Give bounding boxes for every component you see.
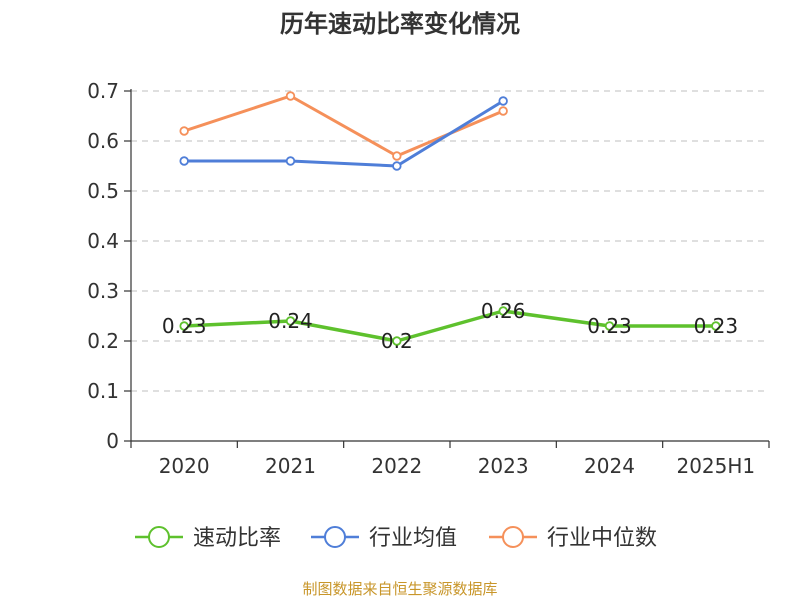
legend-label: 行业均值 bbox=[369, 526, 457, 551]
data-point[interactable] bbox=[392, 336, 402, 346]
x-tick-label: 2025H1 bbox=[676, 454, 755, 478]
data-label: 0.23 bbox=[694, 314, 739, 338]
y-tick-label: 0.6 bbox=[87, 129, 119, 153]
data-label: 0.23 bbox=[162, 314, 207, 338]
x-tick-label: 2023 bbox=[478, 454, 529, 478]
data-label: 0.2 bbox=[381, 329, 413, 353]
data-label: 0.23 bbox=[587, 314, 632, 338]
legend-item-1[interactable]: 行业均值 bbox=[311, 526, 457, 551]
x-tick-label: 2020 bbox=[159, 454, 210, 478]
x-tick-label: 2021 bbox=[265, 454, 316, 478]
x-tick-label: 2022 bbox=[371, 454, 422, 478]
data-label: 0.26 bbox=[481, 299, 526, 323]
data-point[interactable] bbox=[392, 151, 402, 161]
data-point[interactable] bbox=[498, 306, 508, 316]
data-point[interactable] bbox=[285, 156, 296, 166]
series-line-0 bbox=[184, 309, 716, 343]
y-tick-label: 0.2 bbox=[87, 329, 119, 353]
data-point[interactable] bbox=[392, 161, 402, 171]
data-point[interactable] bbox=[711, 321, 721, 331]
legend-label: 速动比率 bbox=[193, 526, 281, 551]
y-tick-label: 0.3 bbox=[87, 279, 119, 303]
source-note: 制图数据来自恒生聚源数据库 bbox=[302, 580, 497, 598]
data-point[interactable] bbox=[285, 91, 296, 101]
legend-marker-icon bbox=[502, 526, 524, 548]
series-line-2 bbox=[183, 94, 504, 158]
series-line-1 bbox=[184, 99, 504, 168]
legend-item-0[interactable]: 速动比率 bbox=[135, 526, 281, 551]
y-tick-label: 0.5 bbox=[87, 179, 119, 203]
legend-item-2[interactable]: 行业中位数 bbox=[489, 526, 657, 551]
data-point[interactable] bbox=[179, 156, 189, 166]
series-lines bbox=[179, 91, 721, 346]
legend-label: 行业中位数 bbox=[547, 526, 657, 551]
x-tick-label: 2024 bbox=[584, 454, 635, 478]
y-tick-label: 0.7 bbox=[87, 79, 119, 103]
y-tick-label: 0 bbox=[106, 429, 119, 453]
data-point[interactable] bbox=[604, 321, 615, 331]
data-label: 0.24 bbox=[268, 309, 313, 333]
data-point[interactable] bbox=[179, 321, 189, 331]
legend-marker-icon bbox=[324, 526, 346, 548]
legend: 速动比率 行业均值 行业中位数 bbox=[135, 526, 657, 551]
data-point[interactable] bbox=[498, 106, 508, 116]
data-point[interactable] bbox=[285, 316, 296, 326]
grid-lines bbox=[131, 90, 769, 392]
legend-marker-icon bbox=[148, 526, 170, 548]
y-tick-label: 0.4 bbox=[87, 229, 119, 253]
y-tick-label: 0.1 bbox=[87, 379, 119, 403]
chart-title: 历年速动比率变化情况 bbox=[280, 10, 520, 38]
data-labels: 0.23 0.24 0.2 0.26 0.23 0.23 bbox=[162, 299, 738, 353]
axes: 0 0.1 0.2 0.3 0.4 0.5 0.6 0.7 2020 2021 2022 2023 20… bbox=[87, 79, 770, 478]
data-point[interactable] bbox=[498, 96, 508, 106]
data-point[interactable] bbox=[179, 126, 189, 136]
